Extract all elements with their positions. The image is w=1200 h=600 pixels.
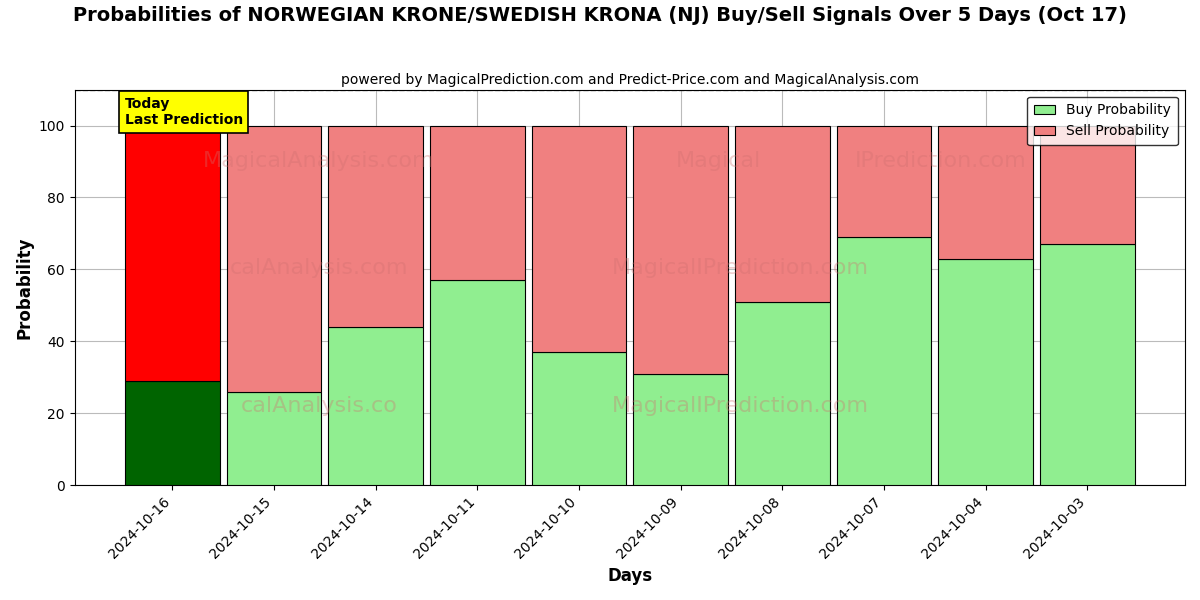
Bar <box>634 374 728 485</box>
Bar <box>938 125 1033 259</box>
Text: Magical: Magical <box>676 151 761 171</box>
Text: calAnalysis.co: calAnalysis.co <box>240 396 397 416</box>
Bar <box>736 302 829 485</box>
Bar <box>125 381 220 485</box>
Bar <box>329 327 422 485</box>
X-axis label: Days: Days <box>607 567 653 585</box>
Bar <box>329 125 422 327</box>
Bar <box>227 125 322 392</box>
Bar <box>736 125 829 302</box>
Bar <box>1040 244 1134 485</box>
Bar <box>836 237 931 485</box>
Bar <box>634 125 728 374</box>
Bar <box>836 125 931 237</box>
Text: Today
Last Prediction: Today Last Prediction <box>125 97 242 127</box>
Bar <box>1040 125 1134 244</box>
Text: IPrediction.com: IPrediction.com <box>854 151 1026 171</box>
Text: MagicalIPrediction.com: MagicalIPrediction.com <box>612 257 869 278</box>
Bar <box>532 125 626 352</box>
Legend: Buy Probability, Sell Probability: Buy Probability, Sell Probability <box>1027 97 1178 145</box>
Bar <box>125 125 220 381</box>
Bar <box>227 392 322 485</box>
Text: calAnalysis.com: calAnalysis.com <box>229 257 408 278</box>
Bar <box>430 125 524 280</box>
Bar <box>938 259 1033 485</box>
Bar <box>430 280 524 485</box>
Text: MagicalAnalysis.com: MagicalAnalysis.com <box>203 151 434 171</box>
Text: MagicalIPrediction.com: MagicalIPrediction.com <box>612 396 869 416</box>
Y-axis label: Probability: Probability <box>16 236 34 338</box>
Bar <box>532 352 626 485</box>
Title: powered by MagicalPrediction.com and Predict-Price.com and MagicalAnalysis.com: powered by MagicalPrediction.com and Pre… <box>341 73 919 87</box>
Text: Probabilities of NORWEGIAN KRONE/SWEDISH KRONA (NJ) Buy/Sell Signals Over 5 Days: Probabilities of NORWEGIAN KRONE/SWEDISH… <box>73 6 1127 25</box>
